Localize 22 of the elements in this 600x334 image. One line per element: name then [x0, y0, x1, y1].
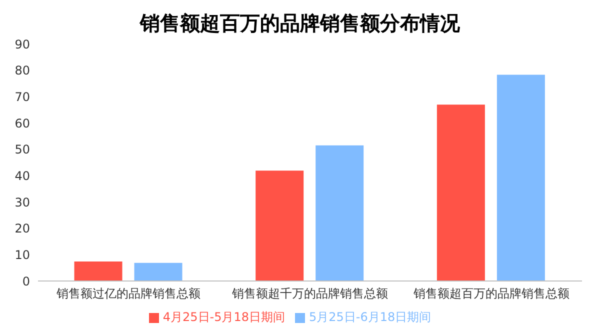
legend-label: 5月25日-6月18日期间: [309, 310, 432, 324]
x-tick-label: 销售额过亿的品牌销售总额: [56, 286, 201, 301]
legend-label: 4月25日-5月18日期间: [162, 310, 285, 324]
bar: [134, 262, 182, 281]
y-tick-label: 30: [14, 195, 30, 210]
bar: [496, 74, 545, 281]
y-tick-label: 40: [14, 168, 30, 183]
x-tick-label: 销售额超千万的品牌销售总额: [231, 286, 388, 301]
y-tick-label: 50: [14, 142, 30, 157]
y-tick-label: 80: [14, 64, 30, 78]
y-tick-label: 0: [22, 274, 30, 288]
x-tick-label: 销售额超百万的品牌销售总额: [412, 286, 570, 301]
y-tick-label: 70: [14, 90, 30, 104]
bar: [316, 145, 364, 281]
bar: [256, 170, 304, 281]
y-tick-label: 60: [14, 116, 30, 130]
y-tick-label: 10: [14, 248, 30, 262]
y-tick-label: 90: [14, 37, 30, 52]
y-tick-label: 20: [14, 222, 30, 236]
bar: [74, 262, 122, 281]
bar: [436, 104, 485, 281]
chart-title: 销售额超百万的品牌销售额分布情况: [138, 10, 461, 37]
